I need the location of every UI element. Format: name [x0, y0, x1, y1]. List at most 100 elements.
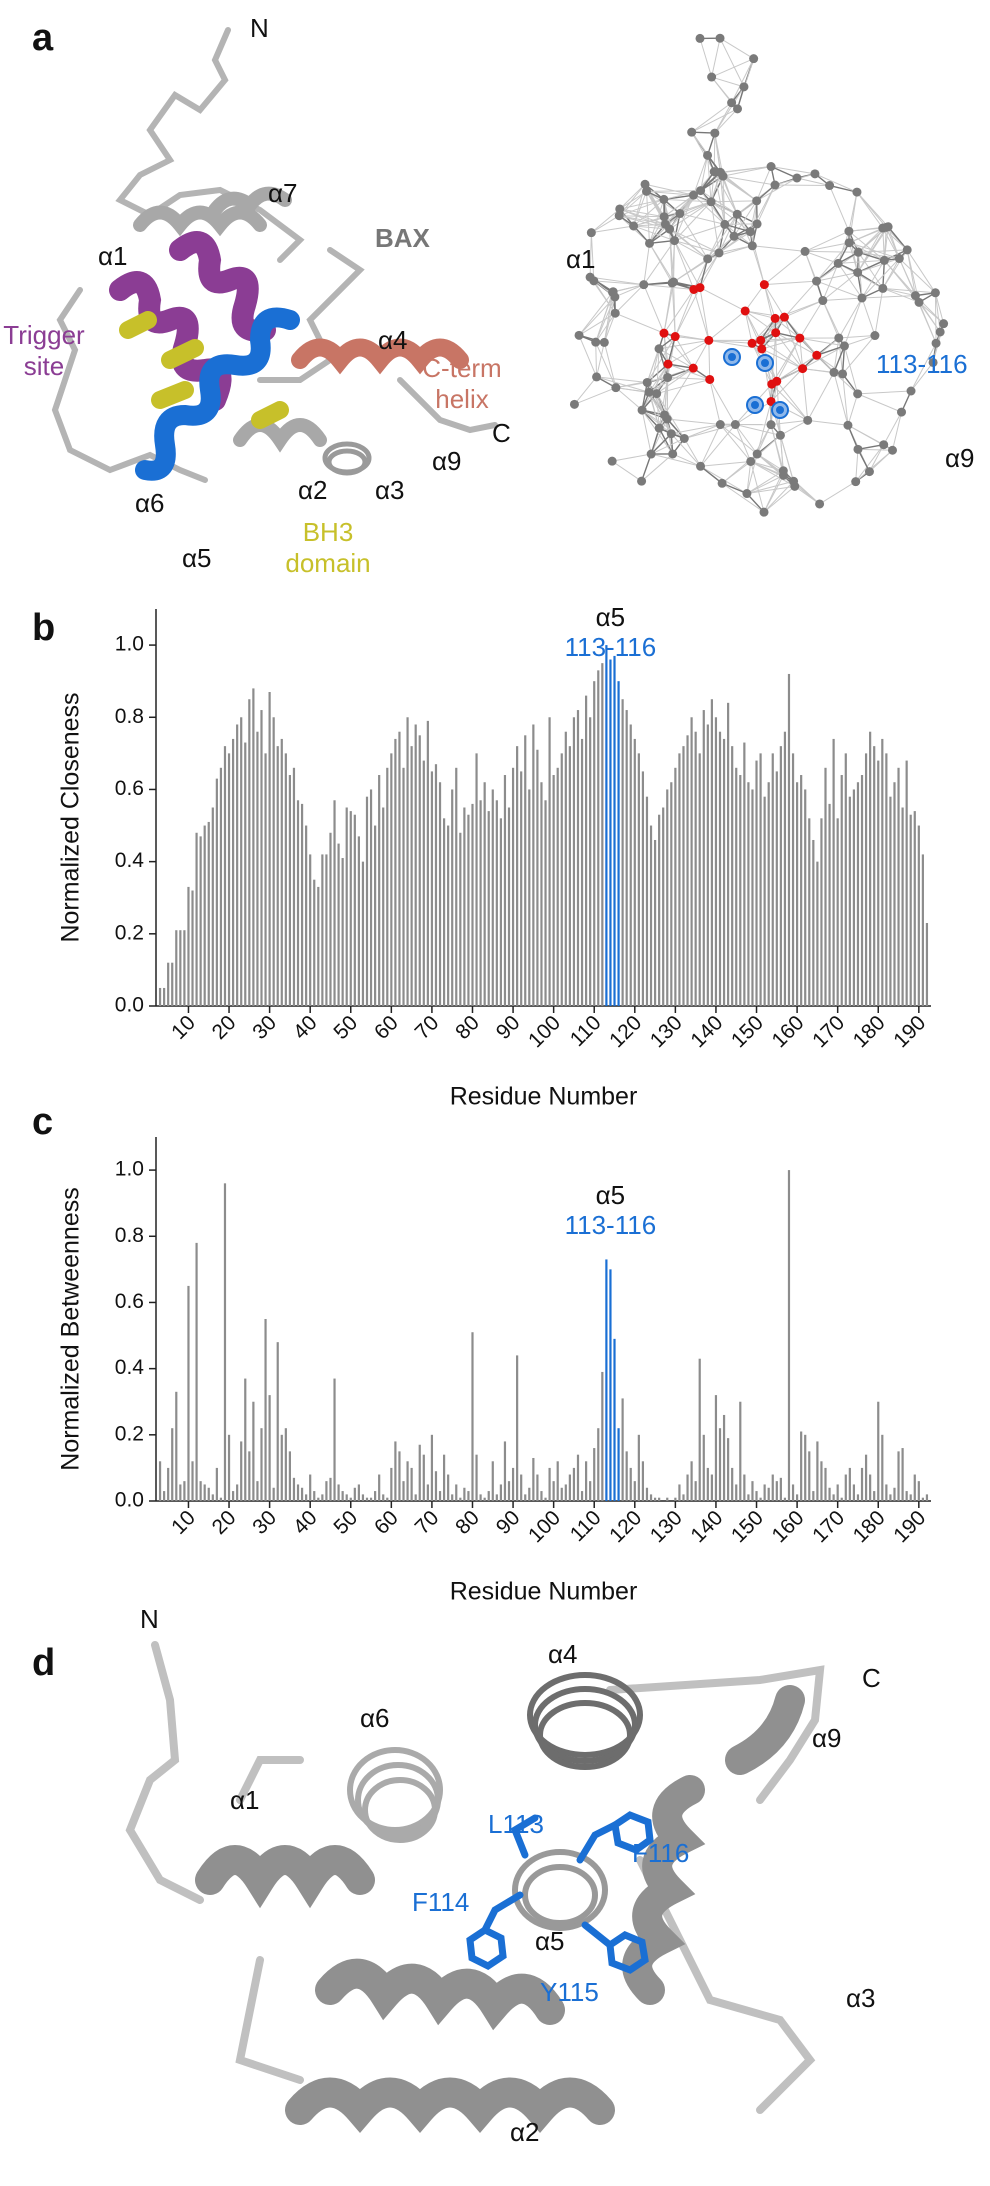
node — [717, 478, 727, 488]
bar — [292, 1477, 296, 1501]
edge — [641, 382, 648, 411]
bar — [787, 673, 791, 1006]
edge — [591, 208, 621, 234]
node — [715, 33, 725, 43]
edge — [641, 410, 652, 455]
bar — [187, 886, 190, 1006]
x-tick-label: 100 — [524, 1506, 565, 1547]
bar — [860, 1467, 864, 1501]
bar — [678, 753, 681, 1006]
y-axis-title: Normalized Betweenness — [57, 1187, 85, 1470]
x-tick-label: 60 — [370, 1506, 403, 1539]
bar — [337, 1484, 340, 1501]
bar — [885, 1484, 888, 1501]
node — [669, 277, 679, 287]
bar — [442, 818, 446, 1006]
bar — [791, 1484, 795, 1501]
node — [833, 258, 843, 268]
label: BAX — [375, 223, 431, 253]
edge — [746, 470, 784, 494]
edge — [633, 225, 670, 230]
node — [829, 367, 839, 377]
helix-gray — [133, 186, 327, 453]
edge — [672, 453, 701, 467]
bar — [800, 1431, 803, 1501]
bar — [520, 1474, 523, 1501]
bar — [824, 1467, 827, 1501]
bar — [422, 1454, 425, 1501]
edge — [838, 297, 863, 339]
bar — [438, 1491, 442, 1501]
bar — [686, 1474, 689, 1501]
node — [615, 204, 625, 214]
node — [644, 387, 654, 397]
edge — [934, 292, 941, 333]
edge — [799, 300, 824, 339]
edge — [861, 258, 900, 299]
edge — [709, 379, 736, 425]
bar — [690, 1461, 693, 1501]
node — [792, 173, 802, 183]
edge — [615, 387, 643, 411]
node — [834, 333, 844, 343]
edge — [707, 224, 726, 260]
edge — [883, 411, 902, 445]
node — [659, 212, 669, 222]
node — [853, 247, 863, 257]
node — [669, 236, 679, 246]
bar — [633, 738, 636, 1006]
bar — [406, 1461, 409, 1501]
edge — [833, 372, 858, 395]
bar — [710, 1474, 713, 1501]
bar — [532, 1457, 535, 1501]
edge — [868, 444, 885, 472]
edge — [595, 342, 598, 377]
bar — [345, 807, 348, 1006]
node — [740, 306, 750, 316]
edge — [833, 372, 849, 426]
bar — [568, 1474, 571, 1501]
bar — [544, 800, 547, 1006]
bar — [617, 681, 620, 1006]
bar — [641, 771, 645, 1006]
edge — [775, 184, 830, 187]
bar — [183, 1481, 186, 1501]
label: C — [862, 1663, 881, 1693]
bar — [580, 738, 584, 1006]
bar — [629, 724, 632, 1006]
bar — [179, 930, 182, 1006]
node — [779, 312, 789, 322]
bar — [288, 775, 292, 1006]
bar — [264, 1319, 267, 1501]
edge — [615, 312, 665, 334]
bar — [649, 1494, 653, 1501]
label: α9 — [812, 1723, 842, 1753]
node — [910, 291, 920, 301]
label: α9 — [945, 443, 975, 473]
edge — [590, 276, 644, 286]
label: α2 — [510, 2117, 540, 2147]
edge — [603, 313, 616, 343]
bar — [463, 1487, 466, 1501]
bar — [593, 1448, 596, 1501]
bar — [398, 1451, 401, 1501]
node — [715, 420, 725, 430]
node — [800, 246, 810, 256]
bar — [653, 1497, 657, 1501]
node — [703, 254, 713, 264]
bar — [244, 742, 247, 1006]
edge — [700, 424, 721, 467]
bar — [860, 775, 864, 1006]
edge — [856, 191, 884, 229]
edge — [591, 225, 634, 234]
bar — [739, 1401, 742, 1501]
edge — [855, 449, 893, 483]
bar — [394, 1441, 397, 1501]
edge — [760, 337, 800, 341]
edge — [883, 260, 916, 296]
edge — [804, 242, 850, 252]
bar — [779, 746, 782, 1006]
edge — [843, 345, 859, 395]
edge — [770, 368, 803, 402]
